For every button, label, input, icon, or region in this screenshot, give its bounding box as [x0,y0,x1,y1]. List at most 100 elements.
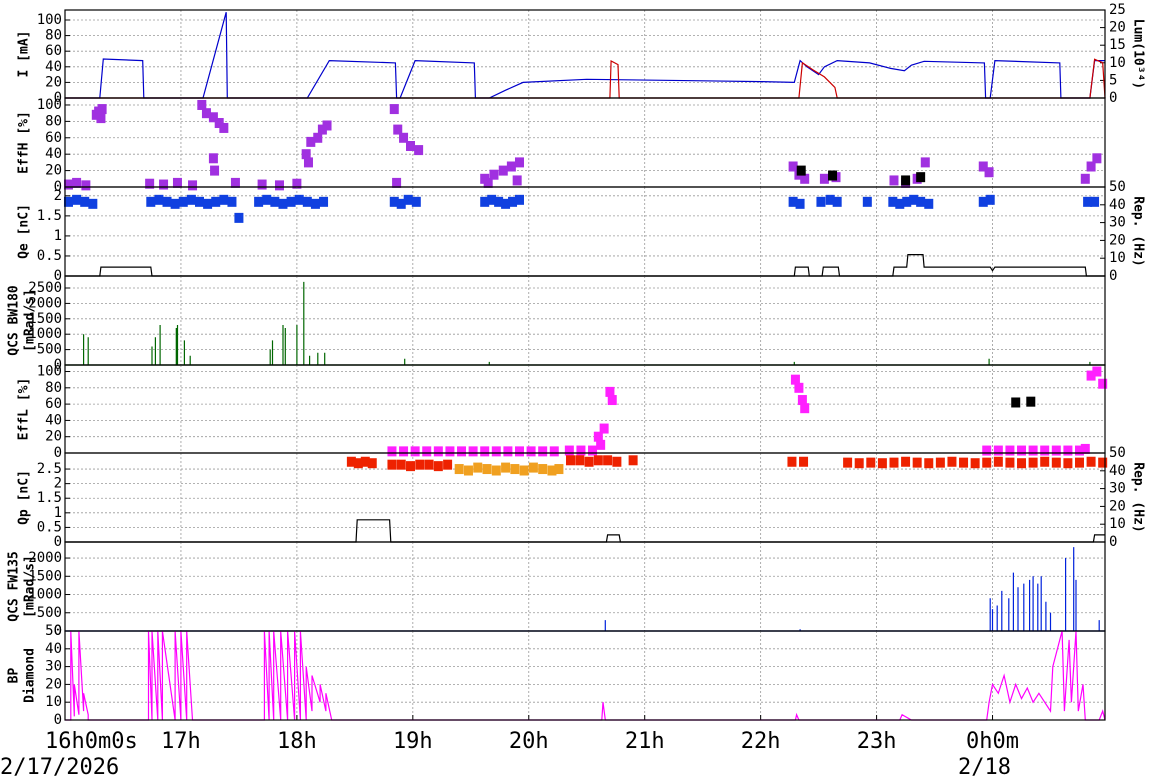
data-point [1005,457,1015,468]
y-tick-label: 1500 [28,568,62,584]
y2-tick-label: 5 [1109,72,1117,88]
data-point [294,194,304,205]
data-point [403,194,413,205]
data-point [491,465,501,476]
data-point [1092,153,1102,164]
data-point [322,120,332,131]
y-tick-label: 500 [37,605,62,621]
data-point [603,455,613,466]
data-point [901,456,911,467]
y-tick-label: 0 [54,623,62,639]
y-tick-label: 40 [45,641,62,657]
data-point [1026,396,1036,407]
data-point [443,459,453,470]
data-point [514,157,524,168]
data-point [301,149,311,160]
y-tick-label: 60 [45,43,62,59]
data-point [512,175,522,186]
data-point [916,196,926,207]
y-tick-label: 2 [54,188,62,204]
data-point [424,459,434,470]
data-point [593,455,603,466]
data-point [993,445,1003,456]
data-point [483,177,493,188]
data-point [353,458,363,469]
data-point [920,157,930,168]
x-tick-label: 22h [741,729,781,754]
data-point [457,446,467,457]
data-point [219,122,229,133]
data-point [832,196,842,207]
data-point [819,173,829,184]
data-point [825,194,835,205]
data-point [978,196,988,207]
data-point [978,161,988,172]
y-tick-label: 80 [45,28,62,44]
data-point [491,446,501,457]
y-axis-label: QCS FW135 [7,551,22,621]
data-point [80,196,90,207]
x-tick-label: 17h [161,729,201,754]
y2-tick-label: 20 [1109,20,1126,36]
data-point [902,196,912,207]
data-point [800,403,810,414]
data-point [468,446,478,457]
data-point [278,198,288,209]
y-tick-label: 1500 [28,311,62,327]
y-axis-label: EffH [%] [17,111,32,174]
y-tick-label: 2.5 [37,461,62,477]
data-point [514,446,524,457]
data-point [526,446,536,457]
data-point [1051,445,1061,456]
data-point [796,165,806,176]
data-point [959,457,969,468]
data-point [63,196,73,207]
data-point [194,196,204,207]
data-point [816,196,826,207]
data-point [154,194,164,205]
y2-tick-label: 0 [1109,534,1117,550]
data-point [487,194,497,205]
y-axis-label: Qe [nC] [17,204,32,259]
data-point [790,374,800,385]
y-tick-label: 20 [45,676,62,692]
y-tick-label: 0 [54,445,62,461]
data-point [519,465,529,476]
x-tick-label: 0h0m [966,729,1019,754]
data-point [528,462,538,473]
data-point [797,395,807,406]
y-axis-label: BP [7,668,22,684]
y-tick-label: 40 [45,412,62,428]
data-point [947,456,957,467]
data-point [554,464,564,475]
data-point [454,464,464,475]
data-point [88,198,98,209]
y-tick-label: 0 [54,534,62,550]
data-point [1086,370,1096,381]
y2-tick-label: 30 [1109,215,1126,231]
data-point [1063,458,1073,469]
data-point [411,196,421,207]
data-point [985,194,995,205]
series-line [65,12,1105,99]
data-point [463,465,473,476]
data-point [162,196,172,207]
y-axis-label: QCS BW180 [7,285,22,356]
data-point [901,175,911,186]
y-tick-label: 40 [45,146,62,162]
data-point [389,196,399,207]
y-tick-label: 50 [45,623,62,639]
y2-tick-label: 10 [1109,55,1126,71]
y-axis-label: I [mA] [17,31,32,78]
y2-tick-label: 50 [1109,445,1126,461]
data-point [612,456,622,467]
data-point [310,198,320,209]
data-point [96,113,106,124]
data-point [889,175,899,186]
data-point [1028,457,1038,468]
y-tick-label: 30 [45,659,62,675]
data-point [346,456,356,467]
data-point [210,165,220,176]
y2-tick-label: 50 [1109,179,1126,195]
